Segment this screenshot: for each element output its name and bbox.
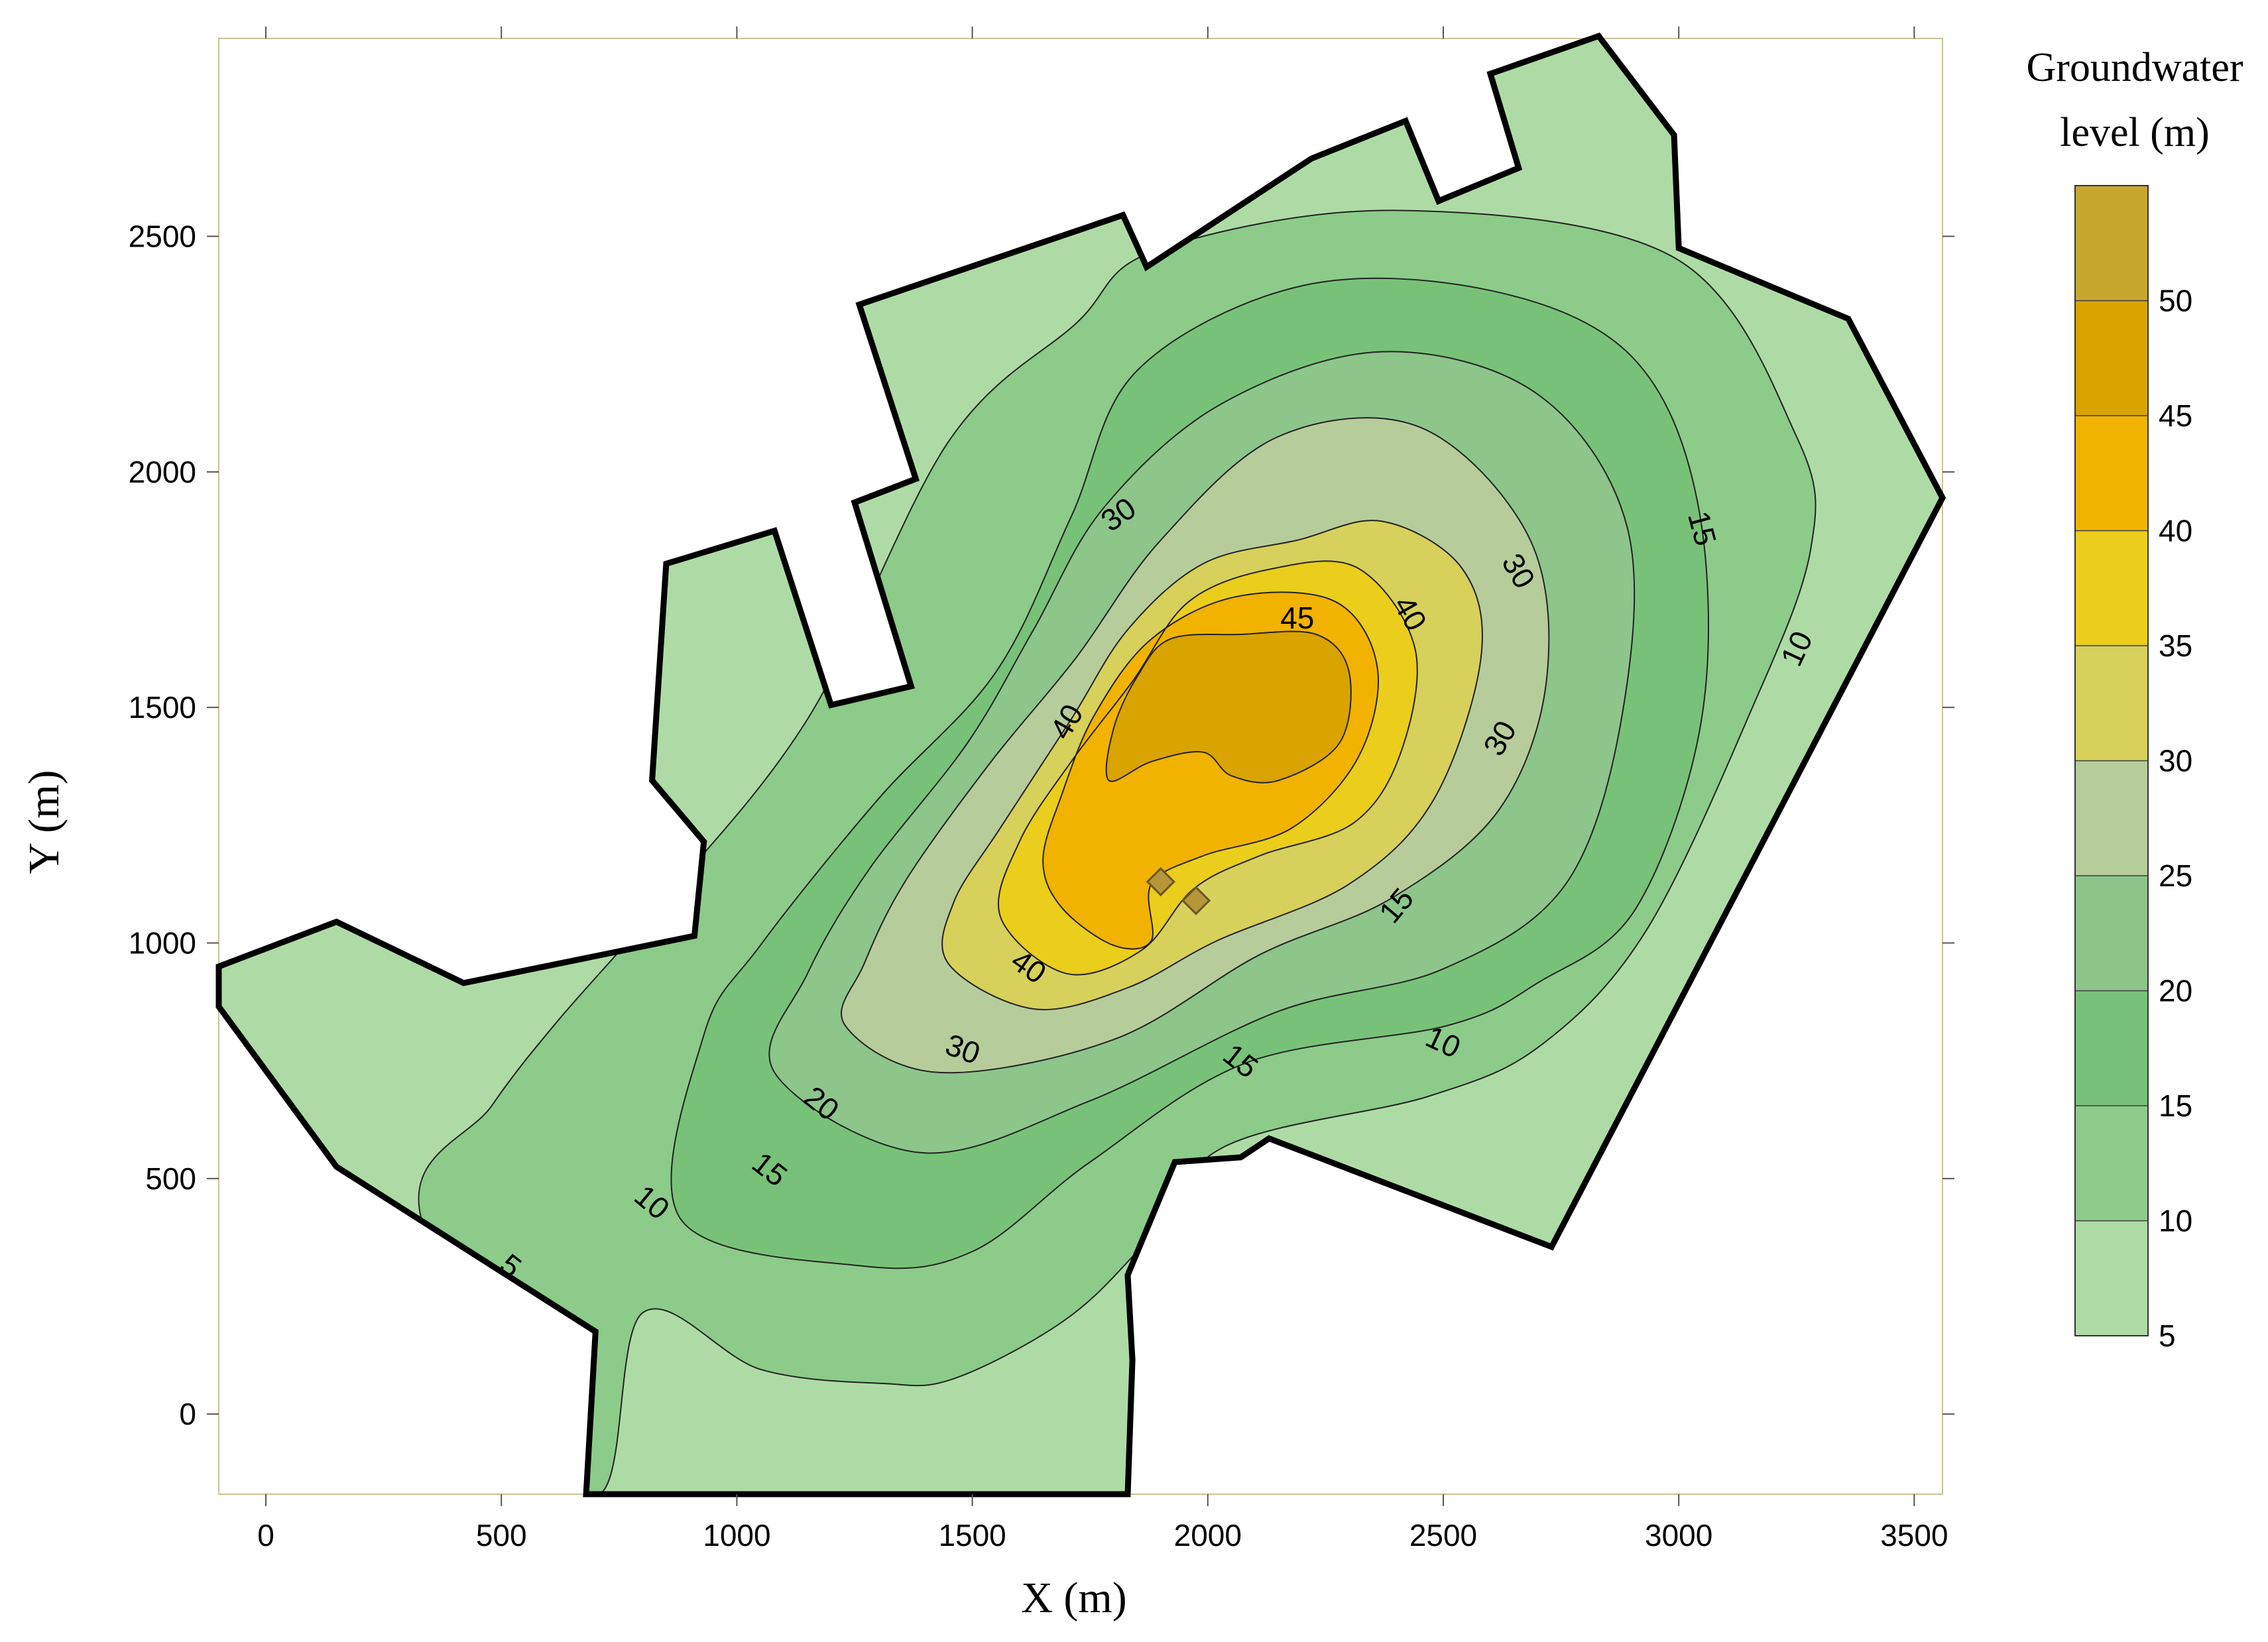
y-tick-label: 2500 bbox=[129, 219, 196, 253]
x-tick-label: 1000 bbox=[703, 1518, 770, 1553]
contour-line-35 bbox=[997, 560, 1418, 976]
axis-ticks: 0 500 1000 1500 2000 2500 3000 3500 0 500 1000 1500… bbox=[129, 27, 1954, 1553]
x-tick-label: 2500 bbox=[1409, 1518, 1477, 1553]
colorbar-tick-label: 5 bbox=[2159, 1319, 2176, 1353]
colorbar-tick-label: 10 bbox=[2159, 1204, 2192, 1238]
y-tick-label: 500 bbox=[145, 1161, 196, 1196]
colorbar-band-40-45 bbox=[2074, 415, 2149, 532]
colorbar-tick-label: 15 bbox=[2159, 1088, 2192, 1123]
y-tick-label: 2000 bbox=[129, 455, 196, 489]
marker-diamond-1 bbox=[1146, 866, 1175, 897]
colorbar-tick-label: 35 bbox=[2159, 628, 2192, 663]
colorbar-band-10-15 bbox=[2074, 1105, 2149, 1222]
domain-boundary bbox=[215, 32, 1946, 1497]
contour-line-20 bbox=[768, 351, 1636, 1154]
contour-fill-45-50 bbox=[1106, 631, 1351, 783]
y-tick-label: 0 bbox=[179, 1397, 196, 1431]
x-tick-label: 3000 bbox=[1645, 1518, 1712, 1553]
y-tick-label: 1500 bbox=[129, 690, 196, 725]
colorbar-band-20-25 bbox=[2074, 875, 2149, 992]
colorbar-title-line-1: Groundwater bbox=[2026, 45, 2243, 90]
colorbar-band-5-10 bbox=[2074, 1220, 2149, 1336]
contour-fills bbox=[219, 36, 1942, 1495]
contour-line-40 bbox=[1042, 591, 1379, 950]
y-axis-title: Y (m) bbox=[20, 770, 68, 874]
x-tick-label: 2000 bbox=[1174, 1518, 1242, 1553]
contour-line-15 bbox=[670, 277, 1709, 1269]
boundary-line bbox=[215, 32, 1946, 1497]
x-tick-label: 500 bbox=[476, 1518, 527, 1553]
colorbar-tick-label: 25 bbox=[2159, 858, 2192, 893]
colorbar-tick-label: 20 bbox=[2159, 974, 2192, 1008]
x-tick-label: 1500 bbox=[938, 1518, 1006, 1553]
colorbar-tick-label: 40 bbox=[2159, 514, 2192, 548]
x-axis-title: X (m) bbox=[1021, 1574, 1126, 1622]
colorbar-tick-label: 50 bbox=[2159, 284, 2192, 318]
contour-line-25 bbox=[841, 417, 1550, 1074]
colorbar-tick-label: 30 bbox=[2159, 744, 2192, 778]
colorbar-title-line-2: level (m) bbox=[2060, 110, 2210, 155]
colorbar-band-45-50 bbox=[2074, 300, 2149, 416]
marker-diamond-2 bbox=[1181, 886, 1211, 915]
colorbar-band-30-35 bbox=[2074, 645, 2149, 762]
colorbar-band-35-40 bbox=[2074, 530, 2149, 646]
x-tick-label: 0 bbox=[257, 1518, 274, 1553]
y-tick-label: 1000 bbox=[129, 926, 196, 961]
x-tick-label: 3500 bbox=[1880, 1518, 1948, 1553]
colorbar-band-50-55 bbox=[2074, 185, 2149, 302]
markers bbox=[1146, 866, 1211, 915]
colorbar-frame bbox=[2074, 185, 2149, 1336]
contour-line-30 bbox=[941, 520, 1483, 1010]
colorbar-band-15-20 bbox=[2074, 990, 2149, 1106]
contour-line-45 bbox=[1105, 630, 1352, 784]
colorbar-tick-label: 45 bbox=[2159, 398, 2192, 433]
colorbar: Groundwater level (m) 5 10 15 20 25 30 35 40 45 5… bbox=[2026, 45, 2243, 1353]
contour-label-9: 45 bbox=[1280, 601, 1314, 635]
colorbar-band-25-30 bbox=[2074, 760, 2149, 876]
